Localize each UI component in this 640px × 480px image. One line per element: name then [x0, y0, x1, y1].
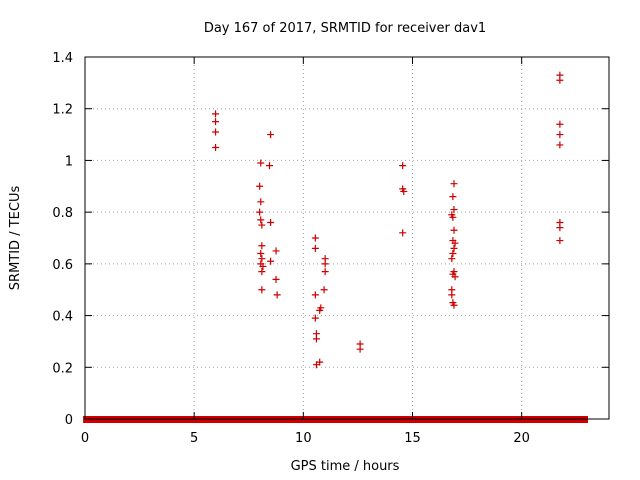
x-axis-label: GPS time / hours — [291, 459, 400, 474]
data-point — [273, 291, 281, 299]
data-point — [312, 335, 320, 343]
data-point — [258, 268, 266, 276]
x-tick-label: 5 — [190, 431, 198, 446]
y-tick-label: 0 — [65, 413, 73, 428]
data-point — [556, 131, 564, 139]
data-point — [321, 268, 329, 276]
data-point — [320, 286, 328, 294]
y-tick-label: 1.2 — [52, 103, 73, 118]
x-tick-label: 15 — [404, 431, 421, 446]
data-point — [556, 237, 564, 245]
data-point — [258, 221, 266, 229]
data-point — [556, 76, 564, 84]
x-tick-label: 10 — [295, 431, 312, 446]
data-point — [267, 131, 275, 139]
data-point — [556, 224, 564, 232]
x-tick-label: 20 — [513, 431, 530, 446]
data-point — [448, 291, 456, 299]
data-point — [450, 301, 458, 309]
data-point — [316, 306, 324, 314]
y-tick-label: 0.2 — [52, 361, 73, 376]
data-point — [399, 162, 407, 170]
chart-title: Day 167 of 2017, SRMTID for receiver dav… — [204, 21, 486, 36]
data-point — [212, 128, 220, 136]
data-point — [311, 234, 319, 242]
data-point — [267, 218, 275, 226]
y-axis-label: SRMTID / TECUs — [8, 186, 23, 291]
y-tick-label: 0.4 — [52, 310, 73, 325]
data-point — [212, 110, 220, 118]
data-point — [448, 255, 456, 263]
data-point — [256, 182, 264, 190]
data-point — [450, 244, 458, 252]
axis-ticks: 0 0.2 0.4 0.6 0.8 1 1.2 1.4 0 5 10 15 20 — [52, 51, 609, 446]
data-point — [321, 260, 329, 268]
data-point — [356, 345, 364, 353]
data-point — [257, 216, 265, 224]
data-point — [556, 120, 564, 128]
data-point — [450, 206, 458, 214]
data-point — [257, 198, 265, 206]
data-point — [272, 275, 280, 283]
data-point — [311, 244, 319, 252]
y-tick-label: 1 — [65, 154, 73, 169]
grid — [85, 57, 609, 419]
data-point — [399, 229, 407, 237]
data-point — [449, 213, 457, 221]
plot-frame — [84, 56, 610, 420]
data-point — [212, 144, 220, 151]
y-tick-label: 0.8 — [52, 206, 73, 221]
data-point — [400, 187, 408, 195]
data-point — [451, 273, 459, 281]
data-point — [267, 257, 275, 265]
data-point — [451, 239, 459, 247]
data-point — [265, 162, 273, 170]
data-point — [450, 180, 458, 188]
data-point — [556, 141, 564, 149]
data-point — [257, 250, 265, 258]
data-point — [449, 250, 457, 258]
data-point — [258, 286, 266, 294]
y-tick-label: 0.6 — [52, 258, 73, 273]
y-tick-label: 1.4 — [52, 51, 73, 66]
data-point — [311, 314, 319, 322]
data-points — [212, 71, 564, 369]
data-point — [311, 291, 319, 299]
data-point — [272, 247, 280, 255]
data-point — [256, 208, 264, 216]
data-point — [258, 255, 266, 263]
data-point — [259, 262, 267, 270]
data-point — [316, 358, 324, 366]
data-point — [258, 242, 266, 250]
x-tick-label: 0 — [81, 431, 89, 446]
data-point — [449, 193, 457, 201]
data-point — [212, 118, 220, 126]
data-point — [450, 226, 458, 234]
data-point — [257, 159, 265, 167]
